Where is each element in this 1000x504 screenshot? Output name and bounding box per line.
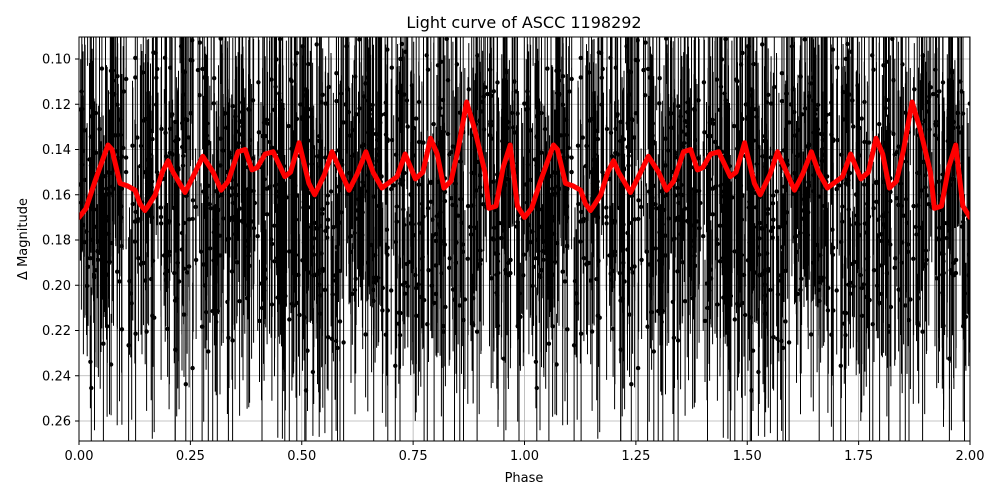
x-tick-label: 1.25: [621, 449, 650, 464]
y-axis-label: Δ Magnitude: [16, 198, 31, 280]
y-tick-label: 0.20: [42, 279, 71, 294]
x-tick-label: 0.75: [399, 449, 428, 464]
chart-title: Light curve of ASCC 1198292: [406, 13, 641, 32]
y-tick-label: 0.10: [42, 53, 71, 68]
model-curve: [79, 99, 970, 220]
y-tick-label: 0.24: [42, 369, 71, 384]
y-tick-label: 0.26: [42, 415, 71, 430]
x-axis-label: Phase: [505, 471, 544, 486]
x-tick-label: 1.75: [844, 449, 873, 464]
x-tick-label: 2.00: [956, 449, 985, 464]
x-tick-label: 1.50: [733, 449, 762, 464]
y-tick-label: 0.18: [42, 234, 71, 249]
x-axis-ticks: 0.00 0.25 0.50 0.75 1.00 1.25 1.50 1.75 2.00: [65, 441, 985, 464]
y-tick-label: 0.22: [42, 324, 71, 339]
y-tick-label: 0.12: [42, 98, 71, 113]
y-tick-label: 0.16: [42, 188, 71, 203]
x-tick-label: 1.00: [510, 449, 539, 464]
x-tick-label: 0.25: [176, 449, 205, 464]
y-axis-ticks: 0.10 0.12 0.14 0.16 0.18 0.20 0.22 0.24 0.26: [42, 53, 79, 430]
x-tick-label: 0.50: [287, 449, 316, 464]
x-tick-label: 0.00: [65, 449, 94, 464]
y-tick-label: 0.14: [42, 143, 71, 158]
